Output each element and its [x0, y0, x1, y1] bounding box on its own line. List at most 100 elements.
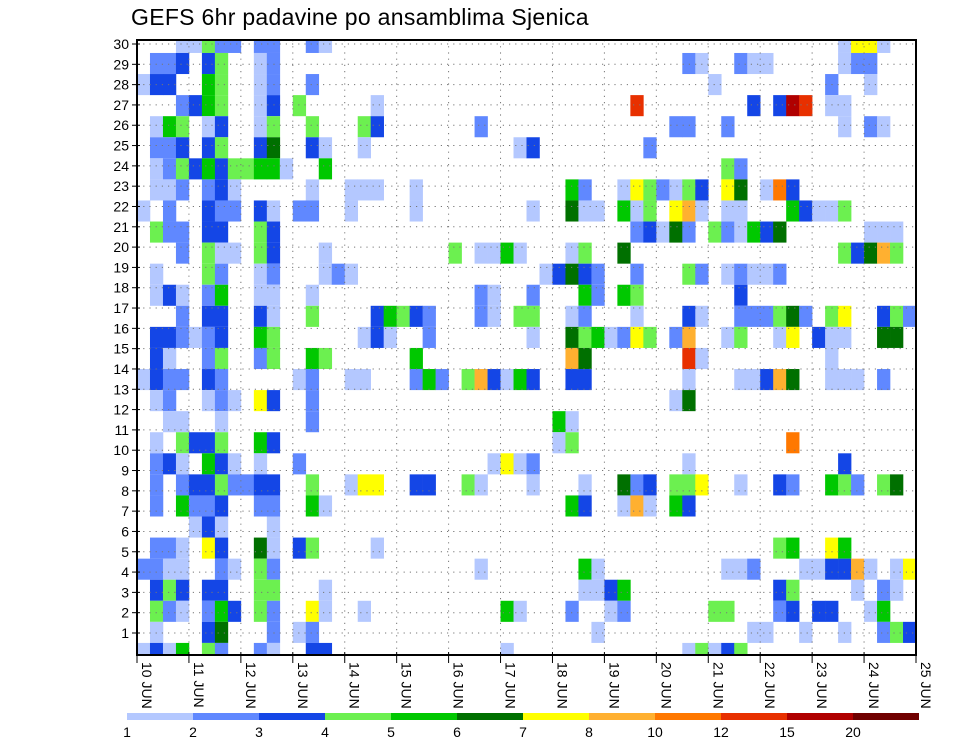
heatmap-cell [591, 263, 605, 285]
heatmap-cell [513, 305, 527, 327]
heatmap-cell [487, 284, 501, 306]
heatmap-cell [500, 642, 514, 655]
heatmap-cell [240, 158, 255, 180]
heatmap-cell [799, 305, 813, 327]
y-tick-label: 14 [113, 361, 129, 377]
heatmap-cell [149, 642, 164, 655]
heatmap-cell [773, 179, 787, 201]
heatmap-cell [162, 52, 177, 75]
heatmap-cell [695, 200, 709, 222]
heatmap-cell [786, 305, 800, 327]
colorbar-label: 1 [123, 724, 131, 740]
heatmap-cell [253, 40, 268, 53]
heatmap-cell [149, 179, 164, 201]
heatmap-cell [721, 179, 735, 201]
heatmap-cell [305, 116, 320, 138]
heatmap-cell [201, 305, 216, 327]
heatmap-cell [162, 221, 177, 243]
heatmap-cell [201, 600, 216, 622]
heatmap-cell [201, 200, 216, 222]
heatmap-cell [825, 305, 839, 327]
heatmap-cell [786, 537, 800, 559]
heatmap-cell [526, 474, 540, 496]
y-tick-label: 1 [121, 625, 129, 641]
heatmap-cell [825, 347, 839, 370]
heatmap-cell [773, 263, 787, 285]
heatmap-cell [137, 558, 151, 580]
heatmap-cell [721, 221, 735, 243]
y-tick-label: 23 [113, 178, 129, 194]
heatmap-cell [851, 52, 865, 75]
heatmap-cell [201, 537, 216, 559]
heatmap-cell [851, 474, 865, 496]
heatmap-cell [214, 369, 229, 391]
heatmap-cell [825, 558, 839, 580]
x-tick-label: 18 JUN [554, 662, 570, 709]
heatmap-cell [240, 474, 255, 496]
heatmap-cell [188, 495, 203, 517]
heatmap-cell [422, 305, 436, 327]
heatmap-cell [305, 347, 320, 370]
heatmap-cell [565, 432, 579, 454]
heatmap-cell [773, 326, 787, 348]
heatmap-cell [357, 137, 371, 159]
heatmap-cell [149, 369, 164, 391]
heatmap-cell [201, 74, 216, 96]
heatmap-cell [591, 579, 605, 601]
heatmap-cell [734, 326, 748, 348]
colorbar-label: 8 [585, 724, 593, 740]
heatmap-cell [266, 621, 281, 643]
heatmap-cell [175, 369, 190, 391]
heatmap-cell [305, 369, 320, 391]
heatmap-cell [253, 137, 268, 159]
heatmap-cell [526, 326, 540, 348]
heatmap-cell [227, 242, 242, 264]
heatmap-cell [838, 116, 852, 138]
y-tick-label: 18 [113, 280, 129, 296]
x-tick-label: 19 JUN [606, 662, 622, 709]
heatmap-cell [890, 558, 904, 580]
heatmap-cell [188, 326, 203, 348]
heatmap-cell [578, 200, 592, 222]
x-tick-label: 20 JUN [658, 662, 674, 709]
heatmap-cell [396, 305, 410, 327]
heatmap-cell [266, 284, 281, 306]
heatmap-cell [201, 284, 216, 306]
x-tick-label: 14 JUN [347, 662, 363, 709]
heatmap-cell [214, 284, 229, 306]
heatmap-cell [162, 74, 177, 96]
heatmap-cell [318, 137, 333, 159]
heatmap-cell [149, 390, 164, 412]
y-tick-label: 9 [121, 463, 129, 479]
y-tick-label: 27 [113, 97, 129, 113]
heatmap-cell [773, 369, 787, 391]
y-tick-label: 7 [121, 503, 129, 519]
plot-frame [136, 39, 917, 656]
heatmap-cell [734, 474, 748, 496]
heatmap-cell [851, 40, 865, 53]
heatmap-cell [266, 495, 281, 517]
heatmap-cell [214, 137, 229, 159]
heatmap-cell [461, 369, 475, 391]
heatmap-cell [487, 453, 501, 475]
heatmap-cell [149, 537, 164, 559]
heatmap-cell [279, 158, 294, 180]
heatmap-cell [643, 495, 657, 517]
colorbar-label: 12 [713, 724, 729, 740]
heatmap-cell [137, 369, 151, 391]
heatmap-cell [214, 242, 229, 264]
heatmap-cell [786, 200, 800, 222]
heatmap-cell [253, 263, 268, 285]
heatmap-cell [578, 284, 592, 306]
heatmap-cell [565, 305, 579, 327]
heatmap-cell [409, 474, 423, 496]
heatmap-cell [695, 305, 709, 327]
heatmap-cell [370, 305, 384, 327]
heatmap-cell [877, 474, 891, 496]
heatmap-cell [448, 242, 462, 264]
heatmap-cell [266, 579, 281, 601]
heatmap-cell [344, 200, 359, 222]
heatmap-cell [149, 116, 164, 138]
heatmap-cell [409, 179, 423, 201]
y-tick-label: 26 [113, 117, 129, 133]
